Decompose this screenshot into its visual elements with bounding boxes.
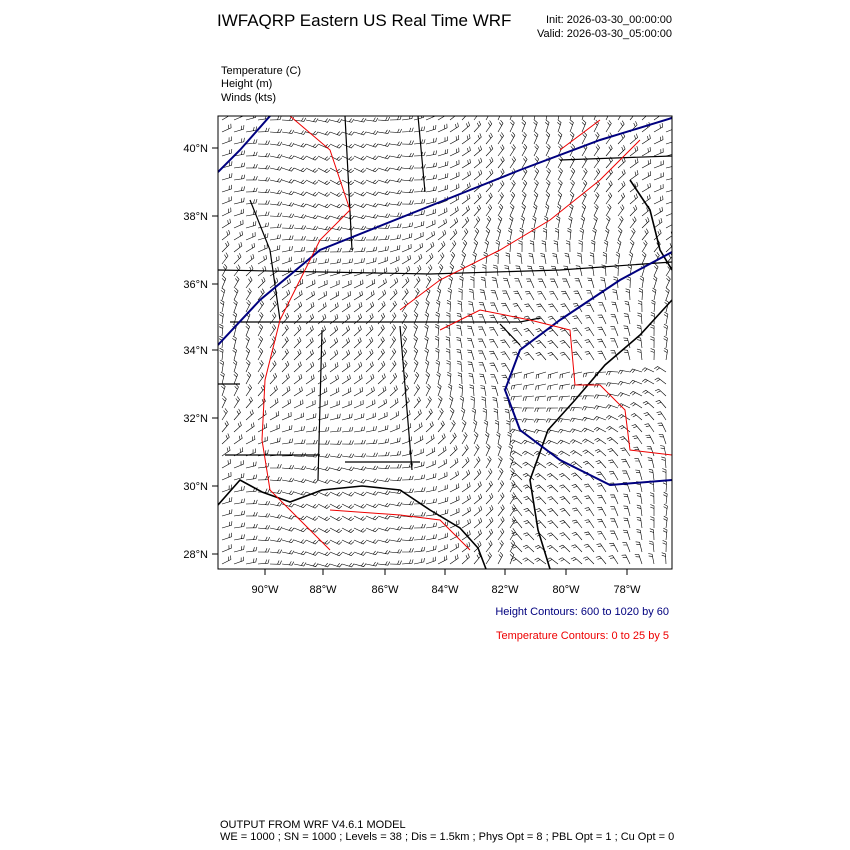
lat-label: 34°N xyxy=(183,345,208,357)
field-label: Temperature (C) xyxy=(221,65,301,77)
title: IWFAQRP Eastern US Real Time WRF xyxy=(217,11,511,30)
state-borders xyxy=(218,116,672,481)
temperature-contours xyxy=(261,116,672,551)
lon-label: 84°W xyxy=(431,584,459,596)
coastline xyxy=(218,179,672,569)
lat-label: 38°N xyxy=(183,211,208,223)
lat-axis: 40°N 38°N 36°N 34°N 32°N 30°N 28°N xyxy=(183,143,218,561)
lat-label: 36°N xyxy=(183,279,208,291)
lon-axis: 90°W 88°W 86°W 84°W 82°W 80°W 78°W xyxy=(251,569,641,596)
height-contours xyxy=(218,116,672,487)
height-legend: Height Contours: 600 to 1020 by 60 xyxy=(495,606,669,618)
lat-label: 32°N xyxy=(183,413,208,425)
field-label: Height (m) xyxy=(221,78,272,90)
lat-label: 28°N xyxy=(183,549,208,561)
wind-barbs xyxy=(218,116,672,568)
lon-label: 78°W xyxy=(613,584,641,596)
lon-label: 88°W xyxy=(309,584,337,596)
temperature-legend: Temperature Contours: 0 to 25 by 5 xyxy=(496,630,669,642)
lon-label: 80°W xyxy=(552,584,580,596)
lat-label: 30°N xyxy=(183,481,208,493)
lon-label: 82°W xyxy=(491,584,519,596)
lon-label: 90°W xyxy=(251,584,279,596)
lon-label: 86°W xyxy=(371,584,399,596)
footer-model: OUTPUT FROM WRF V4.6.1 MODEL xyxy=(220,819,406,831)
init-time: Init: 2026-03-30_00:00:00 xyxy=(546,14,672,26)
lat-label: 40°N xyxy=(183,143,208,155)
map xyxy=(218,116,672,569)
footer-settings: WE = 1000 ; SN = 1000 ; Levels = 38 ; Di… xyxy=(220,831,674,843)
field-label: Winds (kts) xyxy=(221,92,276,104)
valid-time: Valid: 2026-03-30_05:00:00 xyxy=(537,28,672,40)
